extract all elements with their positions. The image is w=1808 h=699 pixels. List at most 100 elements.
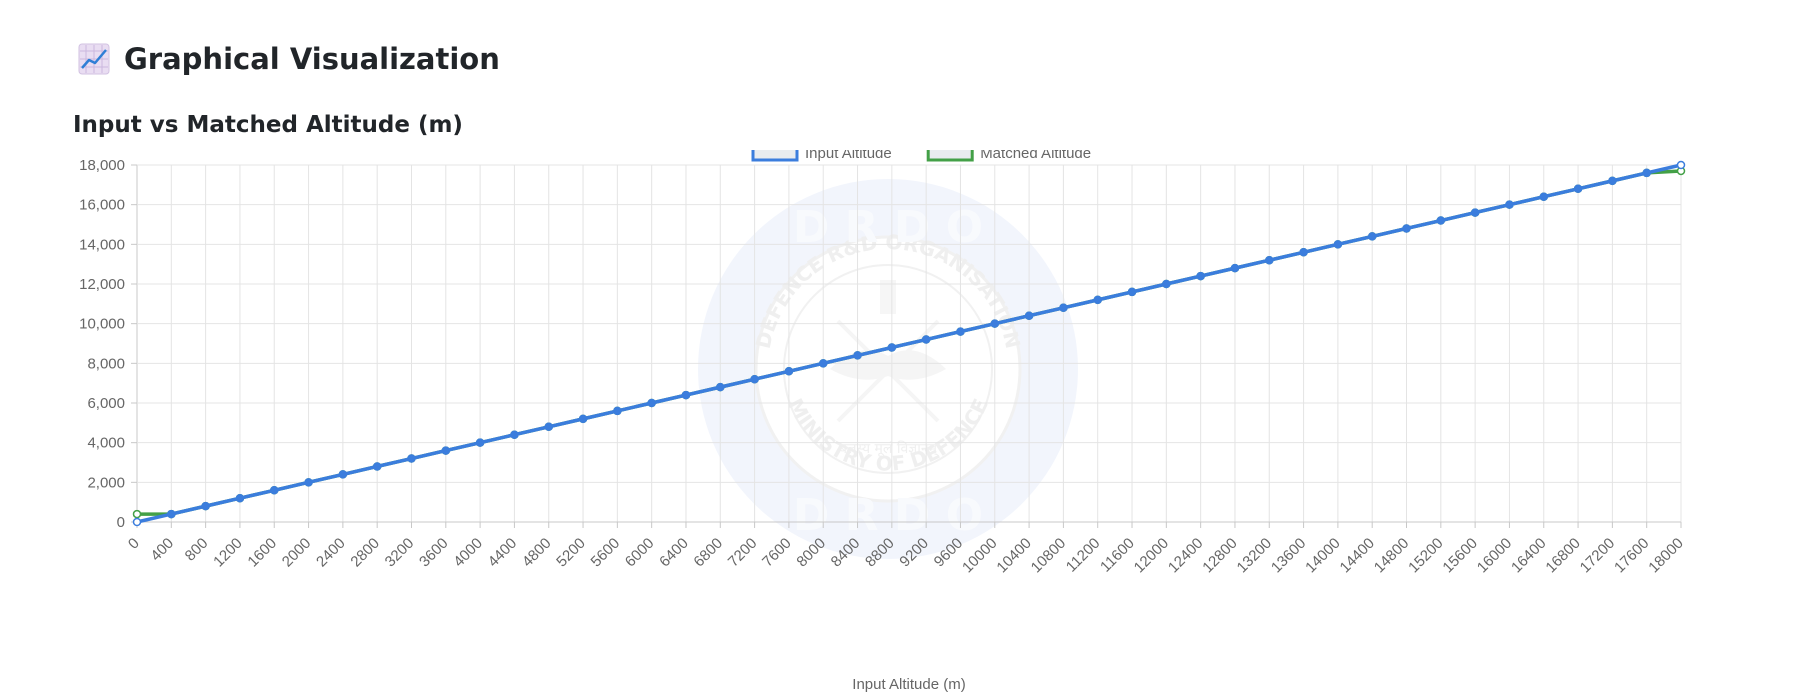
x-tick-label: 16400 [1508, 535, 1550, 577]
input-altitude-point[interactable] [475, 438, 485, 447]
input-altitude-point[interactable] [1573, 184, 1583, 194]
input-altitude-point[interactable] [853, 351, 862, 360]
matched-altitude-point[interactable] [132, 509, 142, 519]
x-tick-label: 13200 [1234, 535, 1276, 577]
input-altitude-point[interactable] [544, 422, 553, 432]
input-altitude-line [136, 163, 1682, 524]
x-tick-label: 5200 [553, 535, 589, 571]
x-tick-label: 4000 [450, 535, 486, 571]
x-tick-label: 3600 [416, 535, 452, 571]
y-tick-label: 18,000 [79, 157, 125, 174]
input-altitude-point[interactable] [1230, 263, 1240, 273]
x-tick-label: 14800 [1371, 535, 1413, 577]
x-tick-label: 10800 [1028, 535, 1070, 577]
chart-series [132, 160, 1686, 527]
watermark-top-text: D R D O [793, 202, 983, 253]
input-altitude-point[interactable] [269, 486, 279, 495]
x-tick-label: 17600 [1611, 535, 1653, 577]
x-tick-label: 2800 [347, 535, 383, 571]
page-heading: Graphical Visualization [78, 42, 500, 76]
watermark-bottom-text: D R D O [793, 490, 983, 541]
y-tick-label: 16,000 [79, 197, 125, 214]
input-altitude-point[interactable] [338, 470, 348, 479]
legend-item-matched-altitude[interactable]: Matched Altitude [926, 150, 1091, 162]
drdo-emblem-icon: DEFENCE R&D ORGANISATION MINISTRY OF DEF… [698, 179, 1078, 559]
input-altitude-point[interactable] [201, 501, 210, 511]
input-altitude-point[interactable] [1162, 279, 1171, 289]
input-altitude-point[interactable] [1093, 295, 1102, 305]
input-altitude-point[interactable] [887, 343, 897, 352]
x-tick-label: 5600 [588, 535, 624, 571]
x-tick-label: 12000 [1131, 535, 1173, 577]
x-tick-label: 4800 [519, 535, 555, 571]
y-tick-label: 14,000 [79, 236, 125, 253]
input-altitude-point[interactable] [921, 335, 931, 344]
input-altitude-point[interactable] [1265, 255, 1274, 265]
x-tick-label: 6400 [656, 535, 692, 571]
x-tick-label: 400 [147, 535, 177, 565]
input-altitude-point[interactable] [818, 359, 828, 368]
input-altitude-point[interactable] [1608, 176, 1617, 186]
input-altitude-point[interactable] [1367, 232, 1377, 241]
input-altitude-point[interactable] [1059, 303, 1068, 313]
y-tick-label: 0 [117, 514, 125, 531]
x-tick-label: 12400 [1165, 535, 1207, 577]
x-tick-label: 10400 [993, 535, 1035, 577]
x-tick-label: 7200 [725, 535, 761, 571]
chart-legend[interactable]: Input Altitude Matched Altitude [751, 150, 1091, 162]
input-altitude-point[interactable] [304, 478, 313, 487]
input-altitude-point[interactable] [1676, 160, 1686, 170]
input-altitude-point[interactable] [1299, 248, 1308, 257]
input-altitude-point[interactable] [716, 382, 725, 392]
x-tick-label: 15200 [1405, 535, 1447, 577]
input-altitude-point[interactable] [750, 374, 759, 384]
input-altitude-point[interactable] [1024, 311, 1034, 320]
input-altitude-point[interactable] [578, 414, 588, 424]
input-altitude-point[interactable] [1402, 224, 1411, 233]
input-altitude-point[interactable] [372, 462, 382, 471]
x-tick-label: 18000 [1645, 535, 1687, 577]
input-altitude-point[interactable] [235, 493, 245, 503]
legend-label-input-altitude: Input Altitude [805, 150, 892, 162]
y-tick-label: 10,000 [79, 316, 125, 333]
input-altitude-point[interactable] [1642, 168, 1651, 178]
x-tick-label: 14400 [1337, 535, 1379, 577]
chart-title: Input vs Matched Altitude (m) [73, 112, 463, 138]
input-altitude-point[interactable] [510, 430, 519, 439]
x-tick-label: 7600 [759, 535, 795, 571]
input-altitude-point[interactable] [1333, 240, 1343, 249]
input-altitude-point[interactable] [407, 454, 416, 463]
input-altitude-point[interactable] [990, 319, 1000, 328]
input-altitude-point[interactable] [647, 398, 656, 408]
x-tick-label: 16800 [1542, 535, 1584, 577]
x-axis-title: Input Altitude (m) [852, 676, 965, 693]
x-tick-label: 13600 [1268, 535, 1310, 577]
input-altitude-point[interactable] [441, 446, 451, 455]
input-altitude-point[interactable] [681, 390, 691, 400]
input-altitude-point[interactable] [132, 517, 142, 527]
y-tick-label: 12,000 [79, 276, 125, 293]
x-tick-label: 800 [182, 535, 212, 565]
input-altitude-point[interactable] [613, 406, 622, 416]
input-altitude-point[interactable] [167, 509, 176, 519]
chart-line-icon [78, 43, 110, 75]
x-tick-label: 6000 [622, 535, 658, 571]
altitude-line-chart: DEFENCE R&D ORGANISATION MINISTRY OF DEF… [79, 150, 1687, 693]
input-altitude-point[interactable] [956, 327, 965, 336]
x-tick-label: 2400 [313, 535, 349, 571]
x-tick-label: 0 [125, 535, 143, 553]
input-altitude-point[interactable] [1436, 216, 1446, 225]
legend-label-matched-altitude: Matched Altitude [980, 150, 1091, 162]
input-altitude-point[interactable] [784, 367, 794, 376]
x-tick-label: 16000 [1474, 535, 1516, 577]
chart-grid [136, 164, 1682, 523]
x-tick-label: 2000 [279, 535, 315, 571]
input-altitude-point[interactable] [1470, 208, 1480, 217]
legend-item-input-altitude[interactable]: Input Altitude [751, 150, 892, 162]
input-altitude-point[interactable] [1505, 200, 1514, 209]
input-altitude-point[interactable] [1196, 271, 1205, 281]
x-tick-label: 4400 [485, 535, 521, 571]
input-altitude-point[interactable] [1127, 287, 1137, 297]
x-tick-label: 1200 [210, 535, 246, 571]
input-altitude-point[interactable] [1539, 192, 1549, 201]
